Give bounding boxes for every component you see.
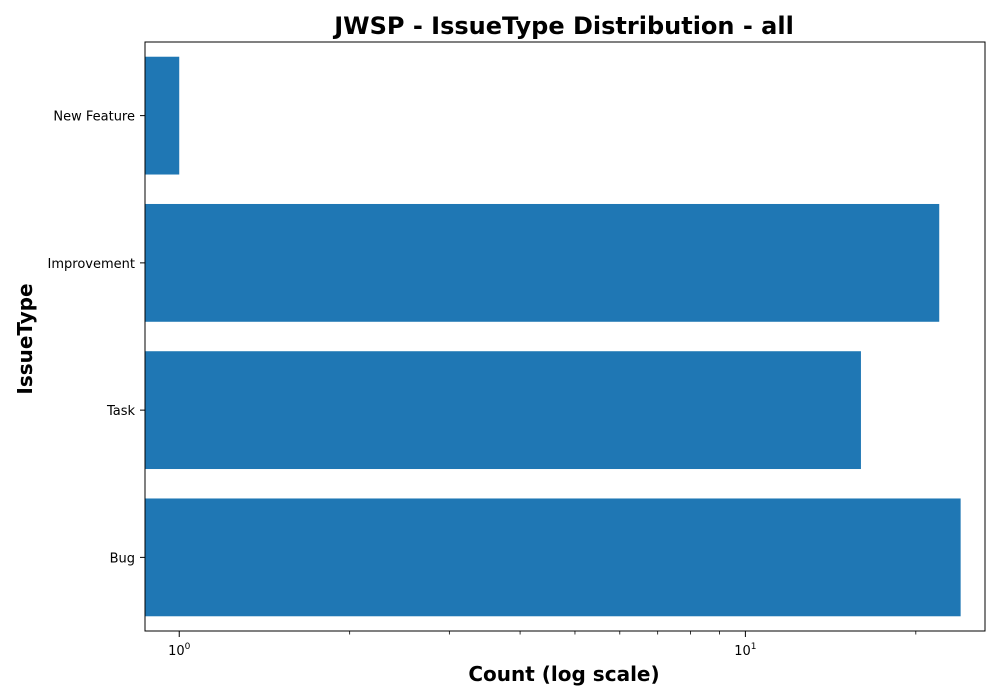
- y-tick-label: Improvement: [48, 257, 135, 272]
- plot-area: Bug Task Improvement New Feature 100 101: [48, 41, 986, 659]
- axes-frame: [144, 41, 986, 632]
- x-tick-label: 100: [168, 642, 191, 659]
- x-tick-label: 101: [734, 642, 756, 659]
- chart-title: JWSP - IssueType Distribution - all: [332, 12, 794, 40]
- bar-improvement: [145, 203, 940, 322]
- bar-bug: [145, 498, 961, 617]
- bar-new-feature: [145, 56, 180, 175]
- y-axis-label: IssueType: [13, 283, 37, 394]
- x-axis-label: Count (log scale): [468, 662, 659, 686]
- bar-task: [145, 351, 861, 470]
- y-tick-label: Task: [106, 404, 136, 419]
- y-tick-label: Bug: [110, 551, 135, 566]
- y-tick-label: New Feature: [53, 110, 135, 125]
